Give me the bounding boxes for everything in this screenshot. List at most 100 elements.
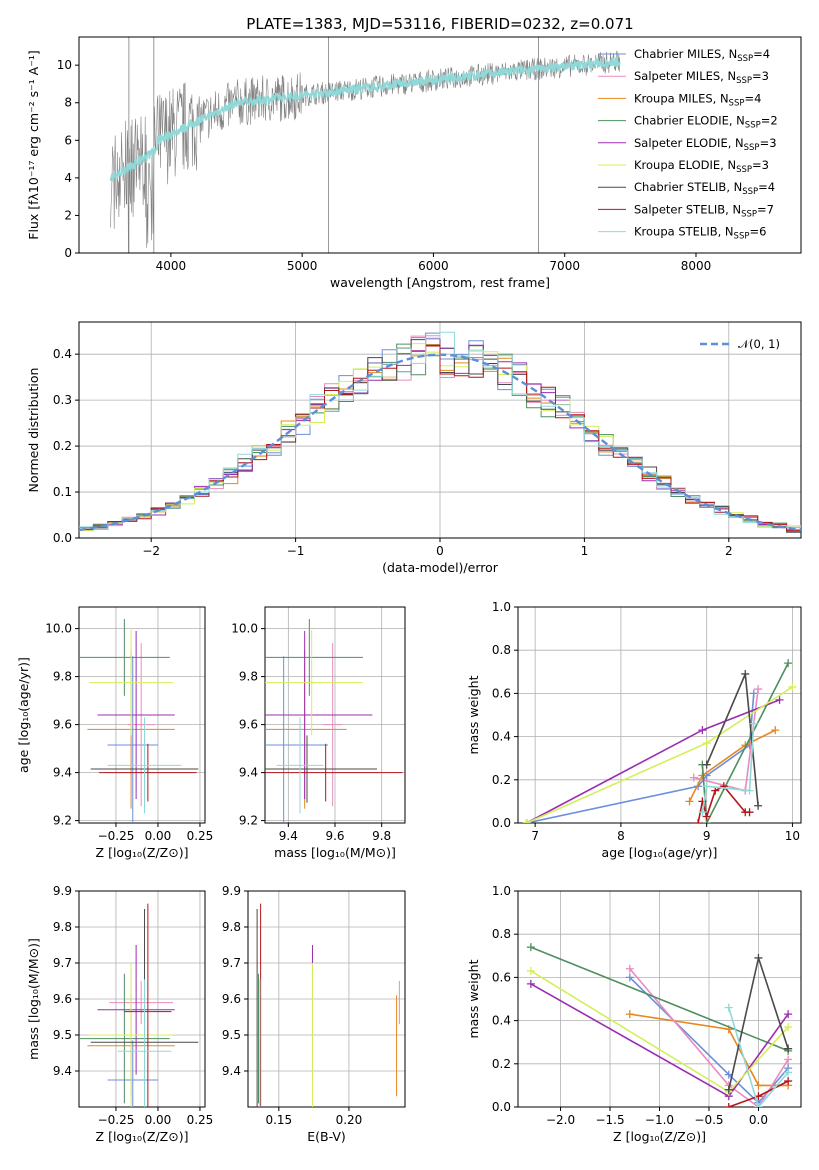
gaussian-curve bbox=[79, 353, 801, 532]
y-tick-label: 0 bbox=[64, 246, 72, 260]
weight-series-line bbox=[701, 662, 789, 823]
weight-point-marker bbox=[526, 979, 535, 988]
mass-vs-metallicity-panel: −0.25 0.00 0.25 9.4 9.5 9.6 9.7 9.8 9.9 Z [log₁₀(… bbox=[26, 884, 213, 1144]
y-tick-label: 0.0 bbox=[492, 816, 511, 830]
error-bar-point bbox=[265, 631, 373, 799]
y-tick-label: 1.0 bbox=[492, 884, 511, 898]
legend-entry-subscript: SSP bbox=[744, 143, 760, 153]
legend-entry: Kroupa MILES, NSSP=4 bbox=[634, 91, 761, 108]
x-tick-label: −0.25 bbox=[98, 1113, 135, 1127]
x-tick-label: 10 bbox=[785, 829, 800, 843]
age_vs_Z-plot-area bbox=[79, 619, 199, 823]
observed-spectrum-line bbox=[110, 50, 621, 253]
x-tick-label: 0.25 bbox=[187, 829, 214, 843]
axes-frame bbox=[517, 606, 802, 824]
weight-point-marker bbox=[754, 1103, 763, 1107]
y-tick-label: 9.2 bbox=[53, 814, 72, 828]
spectrum-panel: 4000 5000 6000 7000 8000 0 2 4 6 8 10 wavelength [A… bbox=[26, 36, 802, 290]
legend-entry-suffix: =3 bbox=[760, 136, 777, 150]
weight-point-marker bbox=[784, 1068, 793, 1077]
legend-entry-suffix: =6 bbox=[749, 225, 766, 239]
weight-series-line bbox=[526, 699, 780, 823]
error-bar-point bbox=[99, 743, 197, 802]
y-tick-label: 6 bbox=[64, 133, 72, 147]
y-tick-label: 0.2 bbox=[492, 773, 511, 787]
x-tick-label: 4000 bbox=[156, 259, 187, 273]
legend-entry-subscript: SSP bbox=[742, 187, 758, 197]
weight-point-marker bbox=[771, 726, 780, 735]
x-axis-label: E(B-V) bbox=[307, 1129, 346, 1144]
weight-point-marker bbox=[784, 659, 793, 668]
axes-frame bbox=[78, 890, 206, 1108]
weight-point-marker bbox=[625, 964, 634, 973]
weight-series bbox=[522, 682, 797, 823]
error-bar-point bbox=[265, 656, 328, 823]
legend-entry: Kroupa STELIB, NSSP=6 bbox=[634, 225, 766, 242]
y-tick-label: 9.8 bbox=[222, 920, 241, 934]
y-tick-label: 0.2 bbox=[492, 1057, 511, 1071]
legend-entry-label: Kroupa STELIB, N bbox=[634, 225, 734, 239]
axes-frame bbox=[517, 890, 802, 1108]
x-axis-label: Z [log₁₀(Z/Z⊙)] bbox=[96, 1129, 189, 1144]
spectrum-title: PLATE=1383, MJD=53116, FIBERID=0232, z=0… bbox=[246, 15, 633, 33]
legend-entry-label: Chabrier ELODIE, N bbox=[634, 114, 745, 128]
y-axis-label: age [log₁₀(age/yr)] bbox=[16, 657, 31, 773]
weight-point-marker bbox=[526, 943, 535, 952]
error-bar-point bbox=[117, 979, 172, 1107]
y-tick-label: 2 bbox=[64, 208, 72, 222]
error-bar-point bbox=[97, 631, 175, 799]
x-tick-label: 0.0 bbox=[749, 1113, 768, 1127]
x-axis-label: mass [log₁₀(M/M⊙)] bbox=[274, 845, 396, 860]
x-tick-label: 9.6 bbox=[325, 829, 344, 843]
residuals-panel: −2 −1 0 1 2 0.0 0.1 0.2 0.3 0.4 (data-model)/error… bbox=[26, 321, 802, 575]
legend-entry: Salpeter STELIB, NSSP=7 bbox=[634, 202, 774, 219]
error-bar-point bbox=[107, 717, 182, 814]
y-tick-label: 0.4 bbox=[53, 347, 72, 361]
y-tick-label: 0.4 bbox=[492, 730, 511, 744]
legend-entry: Kroupa ELODIE, NSSP=3 bbox=[634, 158, 769, 175]
weight-series bbox=[694, 782, 754, 823]
y-tick-label: 9.6 bbox=[53, 718, 72, 732]
weight-series bbox=[724, 953, 793, 1094]
y-tick-label: 10.0 bbox=[231, 622, 258, 636]
x-tick-label: 0.20 bbox=[336, 1113, 363, 1127]
weight-point-marker bbox=[702, 760, 711, 769]
y-axis-label: mass weight bbox=[466, 959, 481, 1038]
legend-entry-suffix: =4 bbox=[758, 180, 775, 194]
error-bar-point bbox=[124, 903, 172, 1107]
x-tick-label: 9 bbox=[703, 829, 711, 843]
weight-point-marker bbox=[775, 695, 784, 704]
error-bar-point bbox=[97, 945, 175, 1075]
weight-series-line bbox=[728, 1007, 789, 1107]
weight-point-marker bbox=[685, 797, 694, 806]
legend-entry: Chabrier MILES, NSSP=4 bbox=[634, 47, 770, 64]
y-tick-label: 9.8 bbox=[53, 670, 72, 684]
x-tick-label: 0.00 bbox=[145, 1113, 172, 1127]
y-tick-label: 0.3 bbox=[53, 393, 72, 407]
weight-point-marker bbox=[694, 819, 703, 823]
y-tick-label: 1.0 bbox=[492, 600, 511, 614]
age_vs_mass-plot-area bbox=[265, 619, 403, 823]
x-tick-label: 0.15 bbox=[265, 1113, 292, 1127]
legend-entry-label: Chabrier STELIB, N bbox=[634, 180, 742, 194]
legend-entry-label: Salpeter ELODIE, N bbox=[634, 136, 744, 150]
y-tick-label: 9.5 bbox=[53, 1028, 72, 1042]
y-axis-label: Normed distribution bbox=[26, 368, 41, 493]
weight-point-marker bbox=[741, 669, 750, 678]
y-tick-label: 10.0 bbox=[45, 622, 72, 636]
x-tick-label: −1.5 bbox=[595, 1113, 624, 1127]
weight-point-marker bbox=[724, 1085, 733, 1094]
legend-entry-subscript: SSP bbox=[736, 76, 752, 86]
spectrum-plot-area bbox=[109, 37, 621, 253]
y-tick-label: 4 bbox=[64, 171, 72, 185]
error-bar-point bbox=[109, 981, 174, 1025]
x-axis-label: wavelength [Angstrom, rest frame] bbox=[330, 275, 550, 290]
x-tick-label: 5000 bbox=[287, 259, 318, 273]
axes-frame bbox=[78, 606, 206, 824]
legend-entry-subscript: SSP bbox=[734, 232, 750, 242]
x-axis-label: age [log₁₀(age/yr)] bbox=[602, 845, 718, 860]
legend-entry-label: Kroupa MILES, N bbox=[634, 91, 729, 105]
error-bar-point bbox=[107, 656, 158, 823]
weight-point-marker bbox=[788, 682, 797, 691]
